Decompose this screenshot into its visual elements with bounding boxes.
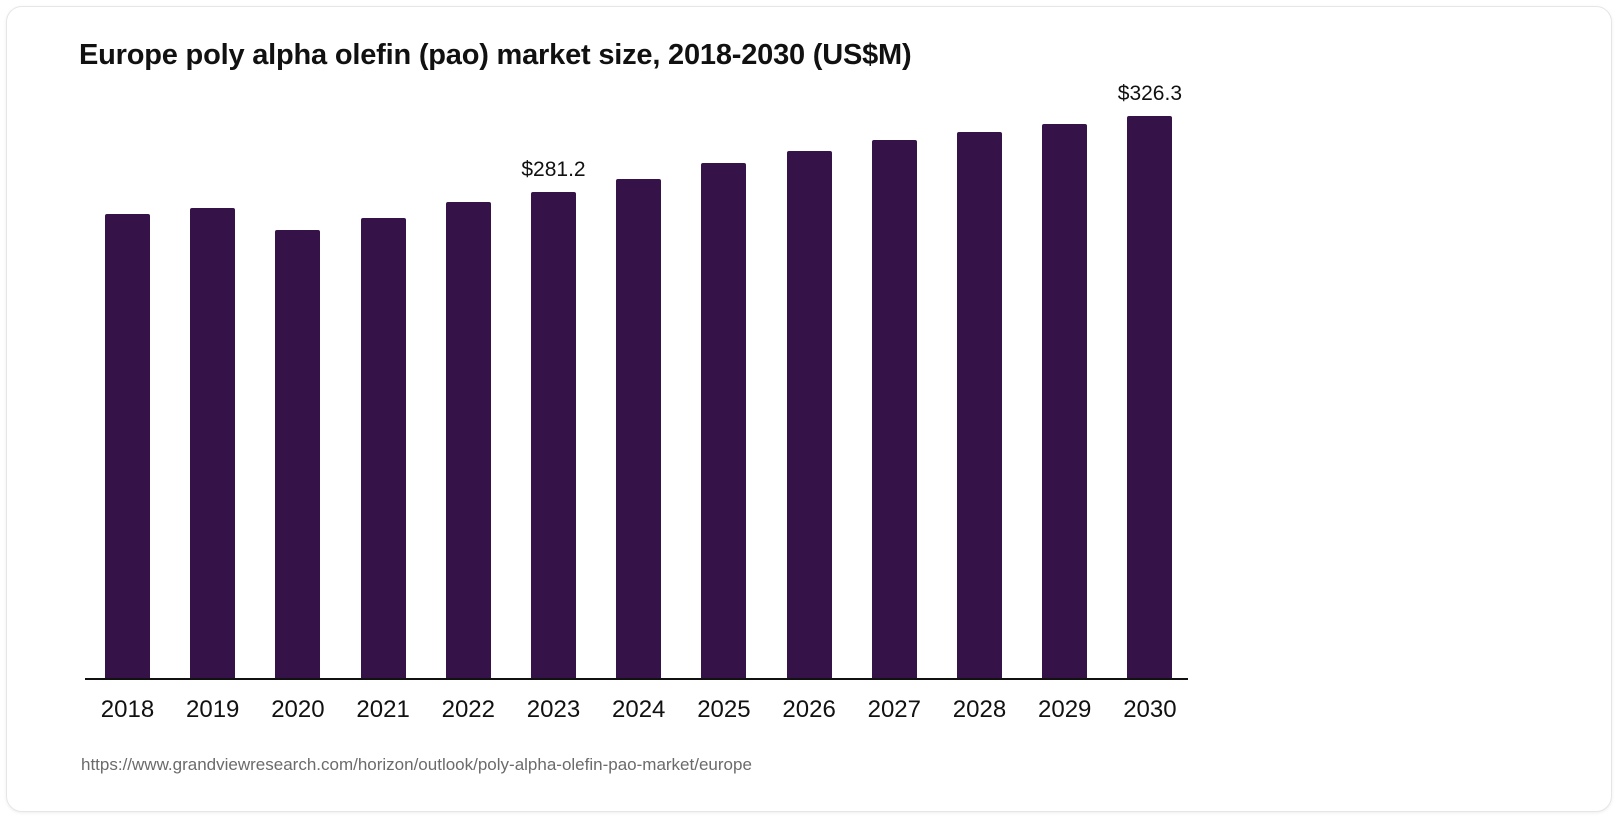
bar-2026[interactable] — [786, 151, 832, 678]
bar-group-2018[interactable]: 2018 — [101, 214, 154, 723]
bar-group-2030[interactable]: $326.3 2030 — [1118, 82, 1182, 723]
bar-2028[interactable] — [957, 132, 1002, 678]
source-url-text: https://www.grandviewresearch.com/horizo… — [81, 755, 752, 774]
bar-2024[interactable] — [616, 179, 662, 678]
x-tick-label-2025: 2025 — [697, 696, 751, 723]
bar-2025[interactable] — [701, 163, 747, 678]
x-tick-label-2029: 2029 — [1037, 696, 1092, 723]
x-tick-label-2028: 2028 — [952, 696, 1007, 723]
bar-2022[interactable] — [445, 202, 491, 678]
bar-group-2022[interactable]: 2022 — [442, 202, 495, 723]
bar-group-2025[interactable]: 2025 — [697, 163, 751, 723]
chart-title: Europe poly alpha olefin (pao) market si… — [79, 39, 912, 71]
bar-group-2029[interactable]: 2029 — [1038, 124, 1091, 723]
bar-group-2028[interactable]: 2028 — [953, 132, 1006, 723]
bar-group-2023[interactable]: $281.2 2023 — [521, 158, 585, 723]
chart-card: Europe poly alpha olefin (pao) market si… — [6, 6, 1612, 812]
bar-group-2020[interactable]: 2020 — [271, 230, 325, 723]
bar-value-label-2030: $326.3 — [1117, 82, 1183, 106]
x-tick-label-2019: 2019 — [185, 696, 240, 723]
bar-group-2026[interactable]: 2026 — [782, 151, 836, 723]
bar-group-2024[interactable]: 2024 — [612, 179, 665, 723]
bar-2029[interactable] — [1042, 124, 1088, 678]
bar-group-2027[interactable]: 2027 — [868, 140, 921, 723]
bar-2030[interactable] — [1127, 116, 1173, 678]
bar-2018[interactable] — [105, 214, 150, 678]
x-axis-line — [85, 678, 1188, 680]
x-tick-label-2023: 2023 — [526, 696, 581, 723]
bar-2021[interactable] — [360, 218, 406, 678]
x-tick-label-2020: 2020 — [271, 696, 325, 723]
x-tick-label-2027: 2027 — [867, 696, 921, 723]
x-tick-label-2021: 2021 — [356, 696, 410, 723]
bar-2023[interactable] — [531, 192, 576, 678]
bar-group-2021[interactable]: 2021 — [356, 218, 410, 723]
bar-2019[interactable] — [190, 208, 236, 678]
bar-chart-plot-area: 2018 2019 2020 2021 2022 $281.2 2023 2024 2025 20… — [7, 7, 1611, 811]
bar-group-2019[interactable]: 2019 — [186, 208, 239, 723]
x-tick-label-2018: 2018 — [100, 696, 155, 723]
bar-2027[interactable] — [871, 140, 917, 678]
x-tick-label-2026: 2026 — [782, 696, 836, 723]
bar-2020[interactable] — [275, 230, 321, 678]
x-tick-label-2030: 2030 — [1123, 696, 1177, 723]
x-tick-label-2022: 2022 — [441, 696, 495, 723]
bar-value-label-2023: $281.2 — [521, 158, 586, 182]
x-tick-label-2024: 2024 — [611, 696, 666, 723]
